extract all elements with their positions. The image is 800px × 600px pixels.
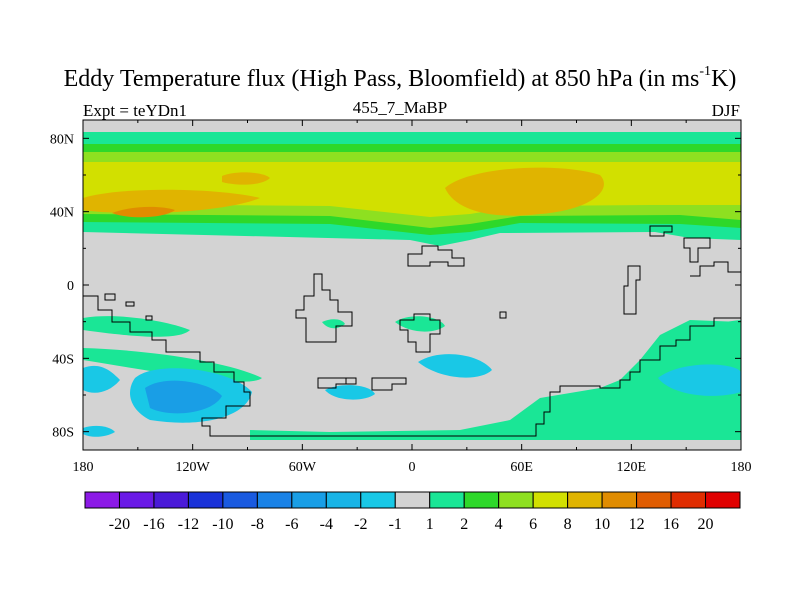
antarctic-band — [250, 320, 741, 440]
colorbar-label: -12 — [178, 516, 199, 533]
colorbar-swatch — [670, 491, 707, 509]
neg-west-edge — [83, 365, 120, 393]
colorbar-swatch — [187, 491, 224, 509]
y-tick-label: 80N — [50, 132, 74, 147]
atlantic-core — [112, 206, 175, 218]
colorbar-label: 16 — [663, 516, 679, 533]
colorbar-swatch — [463, 491, 500, 509]
south-atlantic-neg — [325, 385, 375, 400]
colorbar-label: 8 — [564, 516, 572, 533]
coast-south-atlantic — [371, 377, 407, 391]
y-tick-label: 0 — [67, 279, 74, 294]
colorbar-swatch — [567, 491, 603, 509]
coast-northpacific — [683, 237, 711, 263]
colorbar-swatch — [325, 491, 362, 509]
colorbar-swatch — [429, 491, 465, 509]
colorbar-swatch — [394, 491, 431, 509]
coastlines — [83, 225, 741, 437]
south-indian-neg — [658, 364, 741, 396]
colorbar-swatch — [532, 491, 569, 509]
south-pacific-core — [145, 380, 222, 414]
coast-island — [499, 311, 507, 319]
coast-islet-3 — [145, 315, 153, 321]
colorbar-swatch — [636, 491, 672, 509]
x-tick-label: 180 — [731, 460, 752, 475]
colorbar-swatch — [498, 491, 534, 509]
colorbar-label: 6 — [529, 516, 537, 533]
colorbar-swatch — [291, 491, 327, 509]
indian-neg — [418, 354, 492, 378]
coast-islet-1 — [104, 293, 116, 301]
atlantic-track-2 — [222, 172, 270, 185]
coast-patagonia-2 — [345, 377, 357, 385]
coast-kamchatka — [649, 225, 673, 237]
colorbar-label: -2 — [354, 516, 367, 533]
colorbar-swatch — [705, 491, 741, 509]
colorbar-swatch — [153, 491, 189, 509]
south-pos-1 — [83, 316, 190, 337]
colorbar-label: 4 — [495, 516, 503, 533]
colorbar-label: -8 — [251, 516, 264, 533]
map-field — [83, 120, 741, 450]
axis-labels: 180 120W 60W 0 60E 120E 180 80N 40N 0 40S 80S — [50, 132, 752, 475]
colorbar: -20 -16 -12 -10 -8 -6 -4 -2 -1 1 2 4 6 8 10 12 16 20 — [84, 491, 741, 533]
coast-islet-2 — [125, 301, 135, 307]
run-label: 455_7_MaBP — [352, 98, 448, 117]
colorbar-label: 12 — [629, 516, 645, 533]
colorbar-swatch — [360, 491, 396, 509]
colorbar-label: 1 — [426, 516, 434, 533]
x-tick-label: 60E — [510, 460, 533, 475]
colorbar-label: 20 — [698, 516, 714, 533]
colorbar-label: 10 — [594, 516, 610, 533]
colorbar-swatch — [84, 491, 120, 509]
colorbar-swatch — [601, 491, 638, 509]
chart-title: Eddy Temperature flux (High Pass, Bloomf… — [63, 64, 737, 92]
australia-pos — [675, 320, 741, 346]
colorbar-label: -4 — [320, 516, 333, 533]
colorbar-label: -16 — [143, 516, 164, 533]
asian-track — [445, 167, 604, 216]
neg-southwest — [83, 425, 115, 437]
coast-samerica — [295, 273, 353, 343]
y-tick-label: 80S — [52, 426, 74, 441]
south-pos-2 — [83, 348, 262, 382]
season-label: DJF — [711, 101, 740, 120]
colorbar-label: -1 — [389, 516, 402, 533]
colorbar-label: 2 — [460, 516, 468, 533]
y-tick-label: 40S — [52, 352, 74, 367]
colorbar-label: -20 — [109, 516, 130, 533]
coast-africa — [399, 313, 441, 353]
x-tick-label: 180 — [73, 460, 94, 475]
y-tick-label: 40N — [50, 206, 74, 221]
colorbar-label: -10 — [212, 516, 233, 533]
atlantic-track — [83, 189, 260, 214]
x-tick-label: 60W — [289, 460, 317, 475]
coast-europe — [407, 245, 465, 267]
coast-indonesia — [623, 265, 641, 315]
colorbar-swatch — [256, 491, 293, 509]
experiment-label: Expt = teYDn1 — [83, 101, 188, 120]
colorbar-swatch — [222, 491, 258, 509]
x-tick-label: 0 — [409, 460, 416, 475]
axis-ticks — [82, 120, 742, 450]
x-tick-label: 120E — [617, 460, 647, 475]
colorbar-swatch — [118, 491, 155, 509]
coast-continent-outline — [83, 261, 741, 437]
colorbar-label: -6 — [285, 516, 298, 533]
x-tick-label: 120W — [176, 460, 211, 475]
